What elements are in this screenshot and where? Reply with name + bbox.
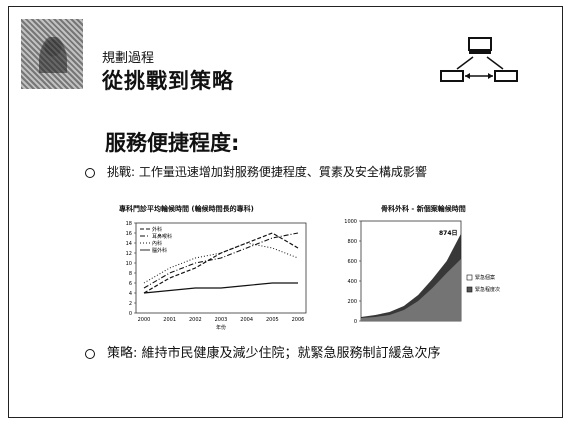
x-axis-label: 年份 xyxy=(216,324,226,331)
page-title: 從挑戰到策略 xyxy=(102,69,234,93)
y-tick-label: 600 xyxy=(347,259,357,265)
series-line-2 xyxy=(143,232,299,289)
bullet-icon xyxy=(85,348,95,359)
legend-label: 外科 xyxy=(152,226,162,233)
series-line-4 xyxy=(143,282,298,294)
y-tick-label: 1000 xyxy=(344,219,357,225)
x-tick-label: 2001 xyxy=(163,317,176,323)
process-diagram-icon xyxy=(440,37,518,82)
y-tick-label: 6 xyxy=(129,281,132,287)
plot-area xyxy=(135,222,307,314)
y-tick-label: 18 xyxy=(126,221,132,227)
y-tick-label: 12 xyxy=(126,251,132,257)
chart1-title: 專科門診平均輪候時間 (輪候時間長的專科) xyxy=(119,205,254,213)
x-tick-label: 2005 xyxy=(266,317,279,323)
series-line-3 xyxy=(143,242,299,284)
chart2-title: 骨科外科 - 新個案輪候時間 xyxy=(381,205,466,213)
legend-label: 緊急個案 xyxy=(475,274,495,281)
y-tick-label: 800 xyxy=(347,239,357,245)
bullet-strategy-text: 策略: 維持市民健康及減少住院；就緊急服務制訂緩急次序 xyxy=(107,346,441,361)
legend-swatch xyxy=(466,286,473,293)
area-series-2 xyxy=(361,259,461,321)
x-tick-label: 2004 xyxy=(240,317,253,323)
y-tick-label: 4 xyxy=(129,291,132,297)
slide: 規劃過程 從挑戰到策略 服務便捷程度: 挑戰: 工作量迅速增加對服務便捷程度、質… xyxy=(8,6,563,418)
x-tick-label: 2002 xyxy=(189,317,202,323)
y-tick-label: 16 xyxy=(126,231,132,237)
y-tick-label: 200 xyxy=(347,299,357,305)
logo-image xyxy=(21,19,83,89)
y-tick-label: 2 xyxy=(129,301,132,307)
x-tick-label: 2003 xyxy=(215,317,228,323)
y-tick-label: 0 xyxy=(354,319,357,325)
y-tick-label: 8 xyxy=(129,271,132,277)
legend-swatch xyxy=(466,274,473,281)
y-tick-label: 10 xyxy=(126,261,132,267)
series-line-1 xyxy=(143,232,299,294)
x-tick-label: 2006 xyxy=(292,317,305,323)
y-tick-label: 14 xyxy=(126,241,132,247)
y-tick-label: 400 xyxy=(347,279,357,285)
section-heading: 服務便捷程度: xyxy=(105,131,240,155)
header-subtitle: 規劃過程 xyxy=(102,51,155,66)
bullet-icon xyxy=(85,167,95,178)
legend-label: 耳鼻喉科 xyxy=(152,233,172,240)
line-chart: 0 2 4 6 8 10 12 14 16 18 2000 2001 2002 2003 2004 2005 2… xyxy=(126,221,307,331)
bullet-strategy: 策略: 維持市民健康及減少住院；就緊急服務制訂緩急次序 xyxy=(85,342,441,361)
peak-annotation: 874日 xyxy=(439,230,458,237)
y-tick-label: 0 xyxy=(129,311,132,317)
x-tick-label: 2000 xyxy=(138,317,151,323)
legend-label: 內科 xyxy=(152,240,162,247)
bullet-challenge: 挑戰: 工作量迅速增加對服務便捷程度、質素及安全構成影響 xyxy=(85,163,427,180)
bullet-challenge-text: 挑戰: 工作量迅速增加對服務便捷程度、質素及安全構成影響 xyxy=(107,165,427,179)
legend-label: 緊急程度次 xyxy=(475,286,500,293)
legend-label: 腦外科 xyxy=(152,247,167,254)
